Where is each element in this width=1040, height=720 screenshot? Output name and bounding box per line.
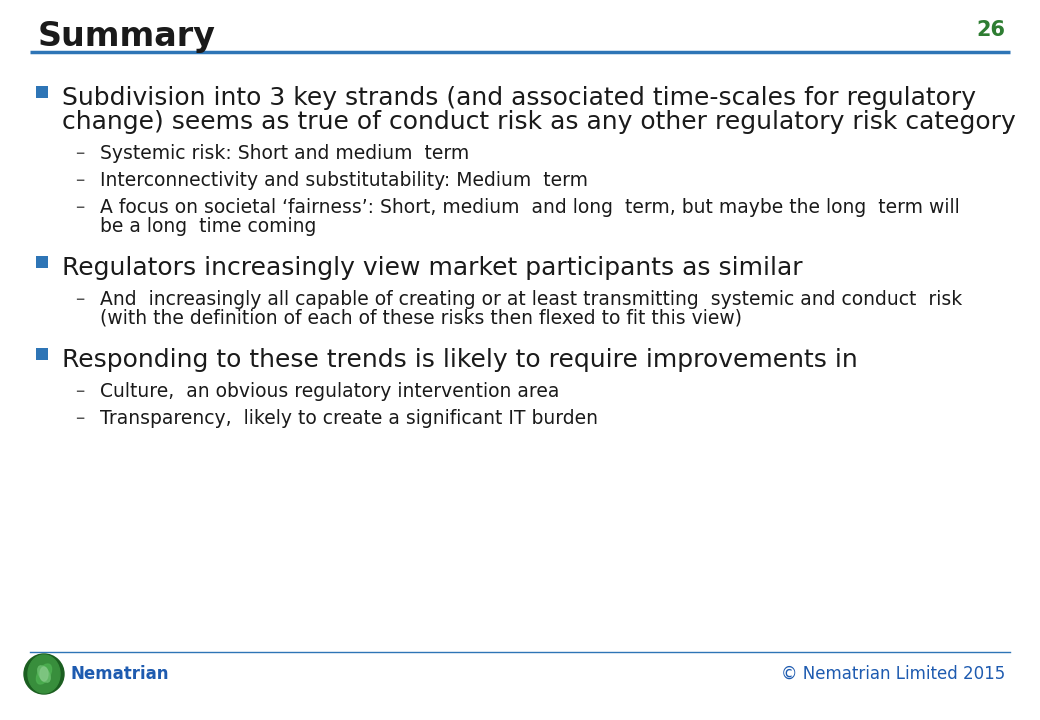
Text: 26: 26 xyxy=(976,20,1005,40)
Text: change) seems as true of conduct risk as any other regulatory risk category: change) seems as true of conduct risk as… xyxy=(62,110,1016,134)
Text: Interconnectivity and substitutability: Medium  term: Interconnectivity and substitutability: … xyxy=(100,171,588,190)
Text: Summary: Summary xyxy=(38,20,216,53)
Text: And  increasingly all capable of creating or at least transmitting  systemic and: And increasingly all capable of creating… xyxy=(100,290,962,309)
Bar xyxy=(36,256,48,268)
Text: Regulators increasingly view market participants as similar: Regulators increasingly view market part… xyxy=(62,256,803,280)
Text: –: – xyxy=(75,171,84,190)
Text: Subdivision into 3 key strands (and associated time-scales for regulatory: Subdivision into 3 key strands (and asso… xyxy=(62,86,976,110)
Text: Responding to these trends is likely to require improvements in: Responding to these trends is likely to … xyxy=(62,348,858,372)
Circle shape xyxy=(24,654,64,694)
Text: (with the definition of each of these risks then flexed to fit this view): (with the definition of each of these ri… xyxy=(100,309,742,328)
Text: –: – xyxy=(75,409,84,428)
Ellipse shape xyxy=(28,655,60,693)
Text: –: – xyxy=(75,382,84,401)
Bar xyxy=(36,348,48,360)
Ellipse shape xyxy=(37,666,50,682)
Ellipse shape xyxy=(36,664,52,684)
Text: –: – xyxy=(75,198,84,217)
Text: A focus on societal ‘fairness’: Short, medium  and long  term, but maybe the lon: A focus on societal ‘fairness’: Short, m… xyxy=(100,198,960,217)
Bar xyxy=(36,86,48,98)
Text: Nematrian: Nematrian xyxy=(70,665,168,683)
Text: Culture,  an obvious regulatory intervention area: Culture, an obvious regulatory intervent… xyxy=(100,382,560,401)
Ellipse shape xyxy=(40,667,48,681)
Text: © Nematrian Limited 2015: © Nematrian Limited 2015 xyxy=(781,665,1005,683)
Text: Transparency,  likely to create a significant IT burden: Transparency, likely to create a signifi… xyxy=(100,409,598,428)
Text: be a long  time coming: be a long time coming xyxy=(100,217,316,236)
Text: Systemic risk: Short and medium  term: Systemic risk: Short and medium term xyxy=(100,144,469,163)
Text: –: – xyxy=(75,144,84,163)
Text: –: – xyxy=(75,290,84,309)
